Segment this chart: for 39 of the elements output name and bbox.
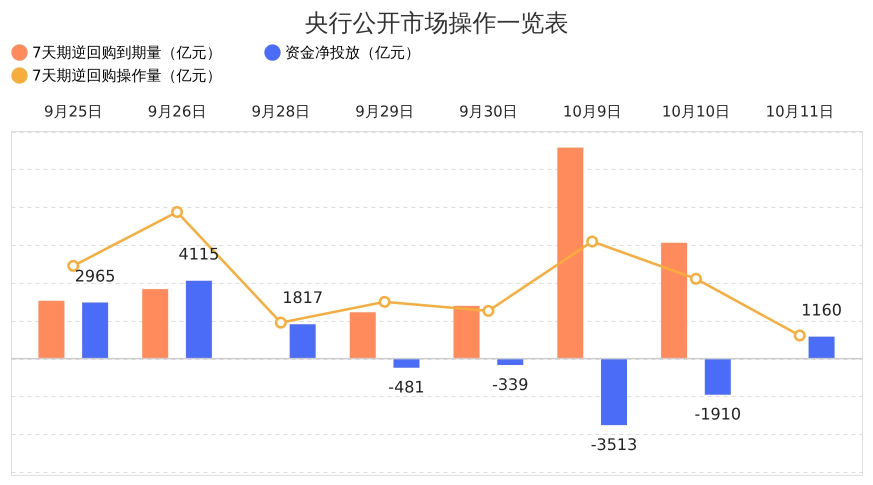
bar bbox=[557, 148, 584, 359]
bar bbox=[454, 306, 480, 359]
point bbox=[378, 296, 391, 308]
bar bbox=[82, 302, 108, 359]
bar bbox=[808, 336, 835, 359]
x-tick-label: 9月29日 bbox=[355, 102, 414, 120]
chart-title: 央行公开市场操作一览表 bbox=[304, 9, 568, 37]
x-tick-label: 9月30日 bbox=[459, 102, 518, 120]
bar bbox=[290, 324, 316, 359]
data-label: -1910 bbox=[694, 404, 742, 424]
point bbox=[171, 206, 184, 218]
point bbox=[586, 236, 598, 248]
bar bbox=[186, 280, 212, 359]
data-label: -3513 bbox=[590, 435, 638, 454]
point bbox=[274, 316, 287, 329]
data-label: -481 bbox=[388, 378, 425, 397]
legend-label: 7天期逆回购操作量（亿元） bbox=[32, 66, 222, 84]
x-tick-label: 10月9日 bbox=[562, 102, 622, 120]
x-tick-label: 10月10日 bbox=[662, 102, 730, 120]
bar bbox=[38, 300, 64, 359]
bar bbox=[601, 358, 628, 426]
point bbox=[794, 330, 806, 342]
data-label: 2965 bbox=[74, 266, 116, 286]
x-tick-label: 9月28日 bbox=[252, 102, 310, 120]
point bbox=[690, 272, 702, 285]
data-label: 1160 bbox=[801, 300, 842, 320]
legend-label: 资金净投放（亿元） bbox=[285, 44, 420, 62]
x-tick-label: 9月25日 bbox=[44, 102, 103, 120]
bar bbox=[704, 358, 731, 395]
x-tick-label: 10月11日 bbox=[766, 102, 834, 120]
data-label: 4115 bbox=[178, 244, 220, 264]
data-label: -339 bbox=[492, 375, 528, 394]
bar bbox=[661, 242, 688, 359]
bar bbox=[142, 289, 168, 359]
bar bbox=[350, 312, 376, 359]
legend-label: 7天期逆回购到期量（亿元） bbox=[32, 44, 222, 62]
data-label: 1817 bbox=[282, 288, 324, 308]
point bbox=[482, 304, 494, 317]
x-tick-label: 9月26日 bbox=[148, 102, 206, 120]
